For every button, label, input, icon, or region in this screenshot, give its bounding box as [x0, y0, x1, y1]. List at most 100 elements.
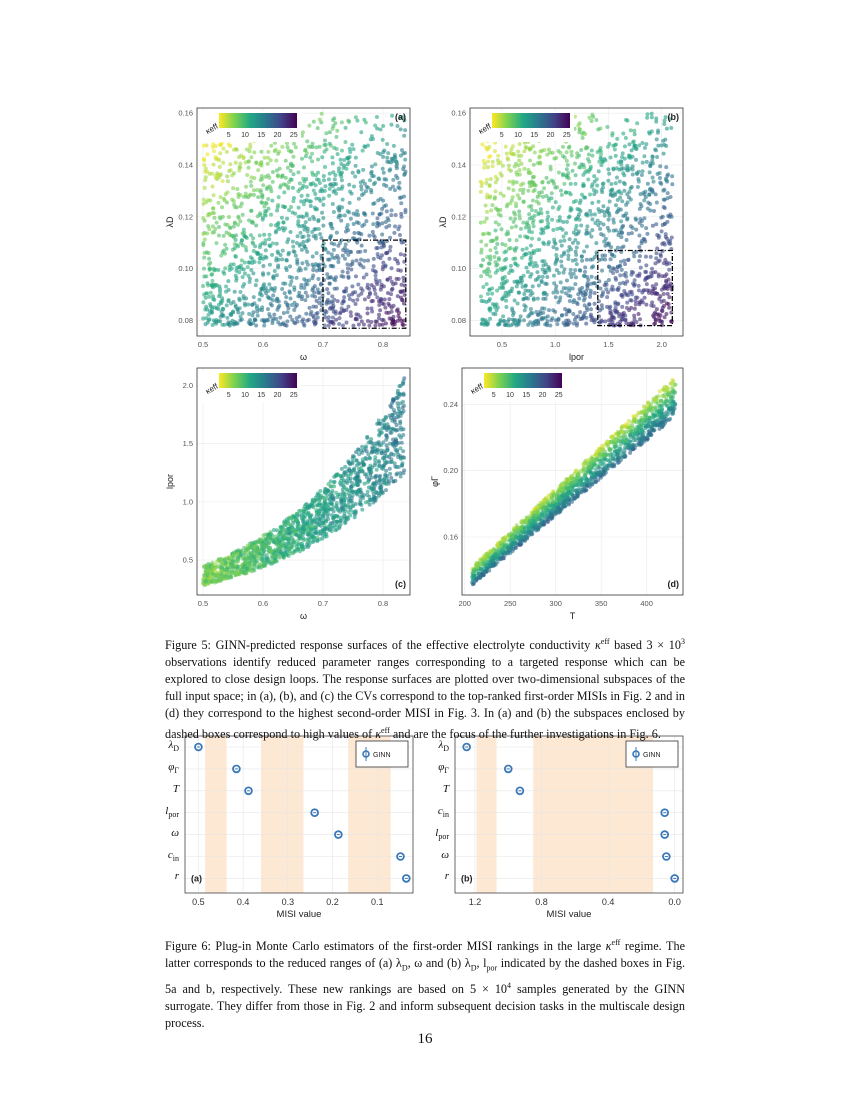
scatter-point — [297, 290, 302, 295]
scatter-point — [316, 227, 321, 232]
scatter-point — [371, 441, 376, 446]
scatter-point — [315, 538, 320, 543]
scatter-point — [226, 298, 231, 303]
scatter-point — [347, 200, 352, 205]
scatter-point — [518, 188, 523, 193]
scatter-point — [644, 302, 649, 307]
x-tick-label: 350 — [595, 599, 608, 608]
scatter-point — [223, 242, 228, 247]
scatter-point — [570, 240, 575, 245]
scatter-point — [492, 149, 497, 154]
scatter-point — [634, 146, 639, 151]
scatter-point — [311, 234, 316, 239]
scatter-point — [516, 290, 521, 295]
scatter-point — [238, 192, 243, 197]
scatter-point — [301, 202, 306, 207]
scatter-point — [513, 248, 518, 253]
scatter-point — [481, 257, 486, 262]
x-tick-label: 400 — [640, 599, 653, 608]
scatter-point — [511, 219, 516, 224]
scatter-point — [213, 573, 218, 578]
scatter-point — [324, 147, 329, 152]
scatter-point — [391, 318, 396, 323]
scatter-point — [276, 541, 281, 546]
scatter-point — [370, 211, 375, 216]
scatter-point — [662, 283, 667, 288]
scatter-point — [632, 278, 637, 283]
scatter-point — [403, 128, 408, 133]
scatter-point — [313, 318, 318, 323]
scatter-point — [610, 319, 615, 324]
scatter-point — [302, 165, 307, 170]
scatter-point — [284, 141, 289, 146]
scatter-point — [628, 128, 633, 133]
scatter-point — [300, 519, 305, 524]
scatter-point — [358, 263, 363, 268]
scatter-point — [240, 274, 245, 279]
scatter-point — [484, 216, 489, 221]
scatter-point — [644, 159, 649, 164]
scatter-point — [314, 145, 319, 150]
scatter-point — [260, 193, 265, 198]
scatter-point — [489, 208, 494, 213]
scatter-point — [375, 216, 380, 221]
scatter-point — [389, 213, 394, 218]
scatter-point — [536, 318, 541, 323]
scatter-point — [339, 501, 344, 506]
scatter-point — [326, 323, 331, 328]
scatter-point — [283, 175, 288, 180]
scatter-point — [280, 174, 285, 179]
scatter-point — [245, 543, 250, 548]
scatter-point — [586, 277, 591, 282]
scatter-point — [229, 575, 234, 580]
x-tick-label: 0.5 — [198, 340, 208, 349]
scatter-point — [347, 182, 352, 187]
x-axis-label: lpor — [569, 352, 584, 362]
scatter-point — [308, 182, 313, 187]
scatter-point — [238, 318, 243, 323]
scatter-point — [665, 291, 670, 296]
scatter-point — [564, 219, 569, 224]
scatter-point — [531, 297, 536, 302]
scatter-point — [359, 243, 364, 248]
scatter-point — [562, 181, 567, 186]
scatter-point — [487, 195, 492, 200]
scatter-point — [665, 191, 670, 196]
scatter-point — [665, 179, 670, 184]
scatter-point — [504, 305, 509, 310]
scatter-point — [360, 223, 365, 228]
scatter-point — [644, 226, 649, 231]
scatter-point — [633, 299, 638, 304]
scatter-point — [362, 258, 367, 263]
scatter-point — [527, 170, 532, 175]
scatter-point — [213, 173, 218, 178]
scatter-point — [661, 188, 666, 193]
scatter-point — [359, 502, 364, 507]
scatter-point — [318, 529, 323, 534]
scatter-point — [661, 151, 666, 156]
scatter-point — [599, 152, 604, 157]
scatter-point — [615, 264, 620, 269]
scatter-point — [615, 136, 620, 141]
scatter-point — [230, 318, 235, 323]
scatter-point — [510, 317, 515, 322]
scatter-point — [326, 177, 331, 182]
scatter-point — [299, 199, 304, 204]
scatter-point — [613, 228, 618, 233]
scatter-point — [559, 259, 564, 264]
scatter-point — [261, 263, 266, 268]
scatter-point — [378, 287, 383, 292]
scatter-point — [573, 249, 578, 254]
scatter-point — [390, 184, 395, 189]
scatter-point — [520, 247, 525, 252]
scatter-point — [281, 281, 286, 286]
scatter-point — [387, 297, 392, 302]
scatter-point — [237, 155, 242, 160]
scatter-point — [287, 208, 292, 213]
scatter-point — [347, 146, 352, 151]
scatter-point — [251, 236, 256, 241]
scatter-point — [649, 303, 654, 308]
colorbar-tick-label: 10 — [241, 392, 249, 399]
scatter-point — [546, 242, 551, 247]
scatter-point — [249, 183, 254, 188]
